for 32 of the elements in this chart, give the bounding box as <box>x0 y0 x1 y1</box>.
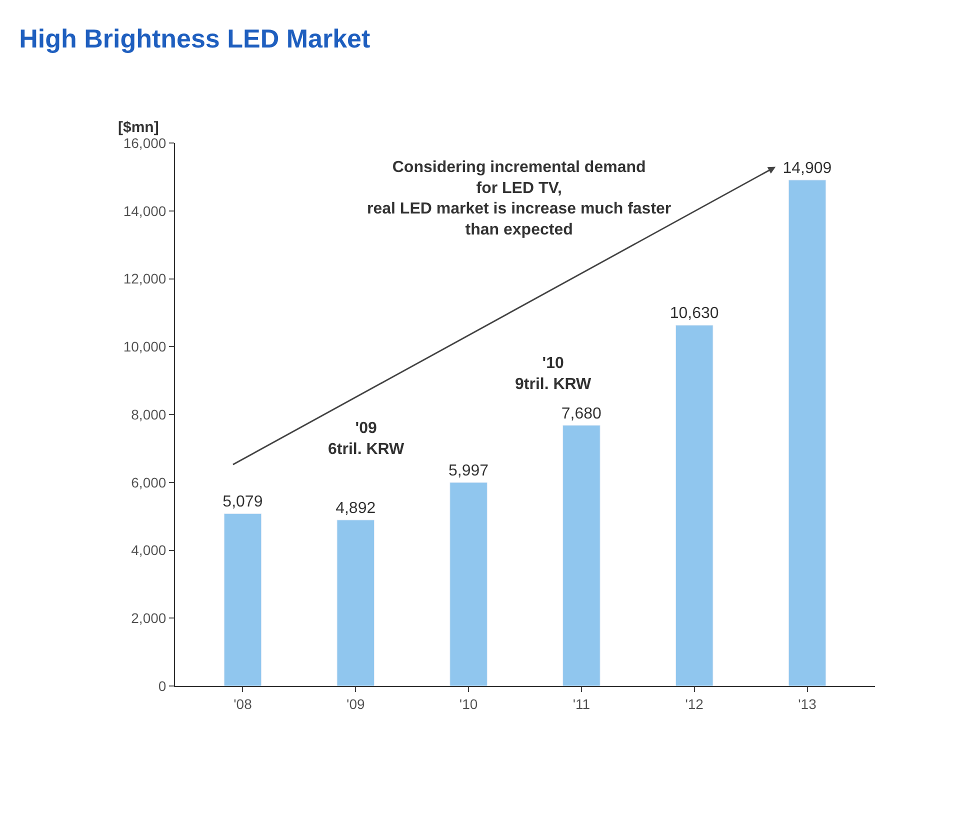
data-label: 5,997 <box>448 462 489 480</box>
y-tick-label: 16,000 <box>123 134 166 151</box>
data-label: 4,892 <box>336 500 376 517</box>
annotation: '09 6tril. KRW <box>328 420 406 458</box>
x-tick-label: '13 <box>798 696 817 712</box>
x-tick-label: '12 <box>685 696 704 712</box>
bar <box>675 324 714 686</box>
x-tick-label: '11 <box>572 696 590 712</box>
y-tick-label: 10,000 <box>123 338 166 355</box>
data-label: 5,079 <box>222 494 263 511</box>
data-label: 14,909 <box>782 160 832 178</box>
bar <box>336 520 375 686</box>
y-tick-label: 6,000 <box>131 474 166 490</box>
y-tick-label: 4,000 <box>131 542 166 558</box>
bar <box>450 482 488 686</box>
bar <box>562 425 600 686</box>
y-tick-label: 0 <box>158 678 166 694</box>
data-label: 7,680 <box>561 405 602 422</box>
chart-title: High Brightness LED Market <box>19 23 370 54</box>
y-tick-label: 2,000 <box>131 610 166 626</box>
x-tick-label: '10 <box>459 696 478 712</box>
y-tick-label: 8,000 <box>131 406 166 422</box>
x-tick-label: '09 <box>346 696 365 712</box>
y-axis-title: [$mn] <box>118 119 159 136</box>
y-tick-label: 12,000 <box>123 270 166 287</box>
bar <box>224 513 262 686</box>
bar <box>788 180 826 686</box>
y-tick-label: 14,000 <box>123 202 166 219</box>
annotation: '10 9tril. KRW <box>515 355 592 393</box>
annotation: Considering incremental demand for LED TV, real LED market is increase much faster than expected <box>367 159 672 238</box>
x-tick-label: '08 <box>234 696 252 712</box>
data-label: 10,630 <box>670 305 719 322</box>
